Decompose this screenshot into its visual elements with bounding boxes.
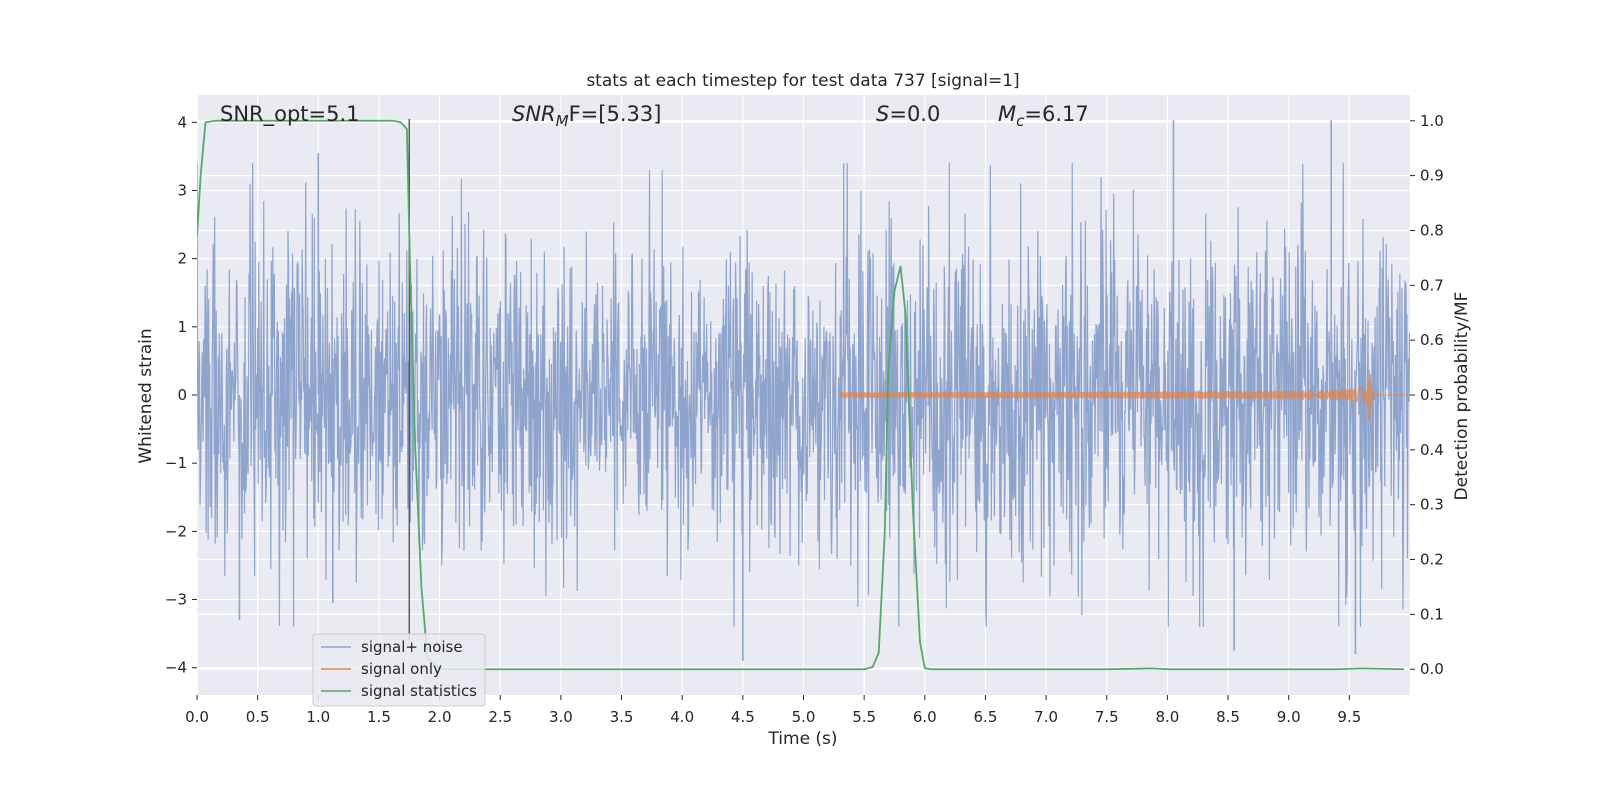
x-tick-label: 9.0 bbox=[1277, 708, 1301, 726]
x-tick-label: 5.0 bbox=[792, 708, 816, 726]
annotation-s-value: =0.0 bbox=[889, 102, 940, 126]
y-right-tick-label: 0.2 bbox=[1420, 551, 1444, 569]
y-right-tick-label: 0.3 bbox=[1420, 496, 1444, 514]
x-tick-label: 7.5 bbox=[1095, 708, 1119, 726]
y-left-tick-label: 3 bbox=[177, 181, 187, 199]
x-tick-label: 3.0 bbox=[549, 708, 573, 726]
x-tick-label: 4.5 bbox=[731, 708, 755, 726]
y-right-tick-label: 0.7 bbox=[1420, 276, 1444, 294]
annotation-snr-opt: SNR_opt=5.1 bbox=[220, 102, 360, 127]
annotation-snr-mf: SNRMF=[5.33] bbox=[512, 102, 661, 130]
y-left-tick-label: −4 bbox=[165, 659, 187, 677]
legend-label-signal-only: signal only bbox=[361, 660, 442, 678]
x-tick-label: 6.0 bbox=[913, 708, 937, 726]
x-tick-label: 1.5 bbox=[367, 708, 391, 726]
x-tick-label: 0.5 bbox=[246, 708, 270, 726]
annotation-snr-mf-value: F=[5.33] bbox=[569, 102, 662, 126]
y-left-tick-label: 1 bbox=[177, 318, 187, 336]
legend-label-signal-noise: signal+ noise bbox=[361, 638, 463, 656]
y-right-tick-label: 0.6 bbox=[1420, 331, 1444, 349]
y-right-tick-label: 0.5 bbox=[1420, 386, 1444, 404]
y-axis-left-label: Whitened strain bbox=[136, 328, 156, 463]
y-left-tick-label: −3 bbox=[165, 591, 187, 609]
x-tick-label: 3.5 bbox=[610, 708, 634, 726]
legend-box bbox=[312, 633, 486, 707]
y-right-tick-label: 0.9 bbox=[1420, 167, 1444, 185]
x-tick-label: 8.5 bbox=[1216, 708, 1240, 726]
x-tick-label: 7.0 bbox=[1034, 708, 1058, 726]
x-tick-label: 9.5 bbox=[1337, 708, 1361, 726]
x-tick-label: 0.0 bbox=[185, 708, 209, 726]
x-tick-label: 8.0 bbox=[1155, 708, 1179, 726]
x-tick-label: 5.5 bbox=[852, 708, 876, 726]
series-line-signal-statistics bbox=[197, 119, 1404, 671]
x-tick-label: 2.0 bbox=[428, 708, 452, 726]
y-left-tick-label: 2 bbox=[177, 250, 187, 268]
x-tick-label: 4.0 bbox=[670, 708, 694, 726]
y-left-tick-label: 4 bbox=[177, 113, 187, 131]
series-signal-statistics bbox=[197, 119, 1404, 671]
y-axis-right-label: Detection probability/MF bbox=[1452, 292, 1472, 501]
x-axis-ticks: 0.0 0.5 1.0 1.5 2.0 2.5 3.0 3.5 4.0 4.5 5.0 5.5 6.0 6… bbox=[185, 695, 1361, 726]
series-line-signal-only bbox=[839, 369, 1410, 422]
y-right-tick-label: 0.4 bbox=[1420, 441, 1444, 459]
x-tick-label: 6.5 bbox=[974, 708, 998, 726]
y-left-tick-label: −1 bbox=[165, 454, 187, 472]
y-left-tick-label: 0 bbox=[177, 386, 187, 404]
annotation-s: S=0.0 bbox=[876, 102, 940, 126]
legend: signal+ noise signal only signal statist… bbox=[312, 633, 486, 707]
x-tick-label: 1.0 bbox=[306, 708, 330, 726]
annotation-mc-subscript: c bbox=[1016, 112, 1025, 130]
annotation-snr-mf-symbol: SNR bbox=[512, 102, 556, 126]
annotation-mc: Mc=6.17 bbox=[998, 102, 1089, 130]
y-axis-left-ticks: 4 3 2 1 0 −1 −2 −3 −4 bbox=[165, 113, 197, 677]
annotation-mc-symbol: M bbox=[998, 102, 1016, 126]
legend-label-signal-statistics: signal statistics bbox=[361, 682, 477, 700]
y-axis-right-ticks: 1.0 0.9 0.8 0.7 0.6 0.5 0.4 0.3 0.2 0.1 0.0 bbox=[1410, 112, 1444, 678]
y-right-tick-label: 1.0 bbox=[1420, 112, 1444, 130]
series-signal-noise bbox=[197, 120, 1410, 661]
series-line-signal-noise bbox=[197, 163, 1410, 627]
y-right-tick-label: 0.0 bbox=[1420, 660, 1444, 678]
series-signal-only bbox=[839, 369, 1410, 422]
chart-title: stats at each timestep for test data 737… bbox=[586, 71, 1019, 91]
x-tick-label: 2.5 bbox=[488, 708, 512, 726]
annotation-mc-value: =6.17 bbox=[1024, 102, 1088, 126]
annotation-s-symbol: S bbox=[876, 102, 889, 126]
y-right-tick-label: 0.8 bbox=[1420, 221, 1444, 239]
x-axis-label: Time (s) bbox=[767, 729, 837, 749]
y-left-tick-label: −2 bbox=[165, 522, 187, 540]
y-right-tick-label: 0.1 bbox=[1420, 605, 1444, 623]
annotation-snr-mf-subscript: M bbox=[556, 112, 569, 130]
